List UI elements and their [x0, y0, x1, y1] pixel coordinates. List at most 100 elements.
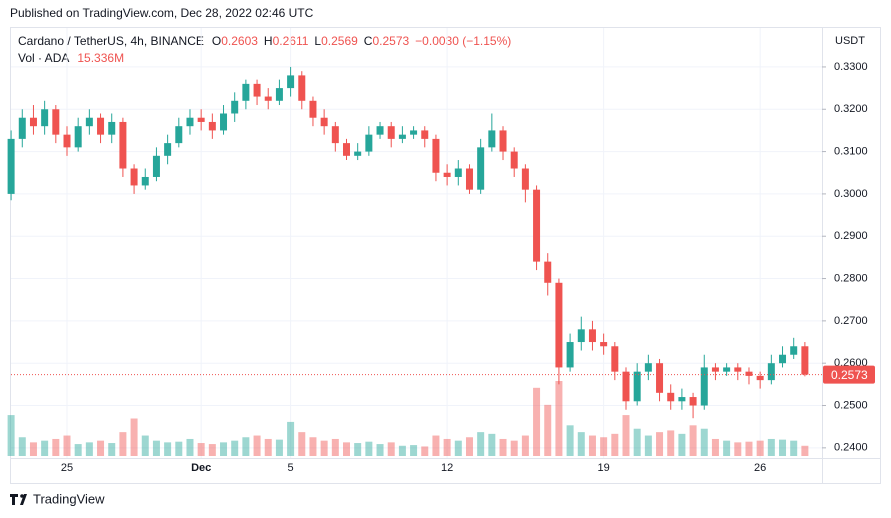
candle-body: [656, 363, 664, 393]
volume-bar: [41, 440, 49, 456]
volume-bar: [734, 442, 742, 456]
volume-bar: [231, 440, 239, 456]
candle-body: [622, 371, 630, 402]
candle-body: [152, 155, 160, 177]
y-tick-label: 0.2500: [834, 399, 868, 411]
volume-bar: [711, 438, 719, 456]
candle-body: [119, 121, 127, 169]
volume-bar: [298, 432, 306, 456]
candle-body: [566, 342, 574, 368]
volume-legend: Vol · ADA 15.336M: [18, 51, 124, 65]
x-tick-label: 12: [441, 462, 453, 474]
candle-body: [197, 117, 205, 122]
published-note: Published on TradingView.com, Dec 28, 20…: [10, 6, 314, 20]
candle-body: [443, 172, 451, 177]
candle-body: [678, 397, 686, 402]
candle-body: [41, 109, 49, 127]
candle-body: [801, 346, 809, 375]
volume-bar: [611, 433, 619, 456]
volume-bar: [633, 428, 641, 456]
volume-bar: [74, 444, 82, 456]
l-label: L: [314, 34, 321, 48]
candle-body: [611, 346, 619, 372]
volume-bar: [130, 418, 138, 456]
candle-body: [477, 147, 485, 190]
volume-bar: [29, 442, 37, 456]
volume-bar: [443, 438, 451, 456]
volume-bar: [555, 381, 563, 456]
candle-body: [287, 75, 295, 89]
candle-body: [756, 375, 764, 381]
volume-bar: [164, 442, 172, 456]
volume-bar: [745, 441, 753, 456]
candle-body: [85, 117, 93, 127]
y-axis-label: USDT: [835, 35, 865, 47]
legend-line: Cardano / TetherUS, 4h, BINANCE O0.2603 H 0…: [18, 34, 511, 48]
logo-icon: [10, 494, 27, 505]
volume-bar: [309, 437, 317, 456]
volume-bar: [700, 428, 708, 456]
x-tick-label: 5: [288, 462, 294, 474]
candle-body: [376, 126, 384, 135]
volume-bar: [656, 432, 664, 456]
candle-body: [499, 130, 507, 152]
volume-bar: [790, 440, 798, 456]
volume-bar: [108, 443, 116, 456]
candle-body: [242, 83, 250, 101]
candle-body: [354, 151, 362, 156]
candle-body: [52, 109, 60, 135]
volume-bar: [678, 433, 686, 456]
candle-body: [164, 143, 172, 156]
candle-body: [231, 100, 239, 114]
volume-bar: [667, 430, 675, 456]
volume-bar: [499, 438, 507, 456]
last-price-box: [823, 365, 875, 384]
volume-label: Vol · ADA: [18, 51, 69, 65]
volume-bar: [756, 440, 764, 456]
volume-bar: [600, 437, 608, 456]
candle-body: [298, 75, 306, 101]
y-tick-label: 0.2900: [834, 230, 868, 242]
candle-body: [275, 88, 283, 101]
candle-body: [7, 138, 15, 194]
candle-body: [220, 113, 228, 131]
candle-body: [29, 117, 37, 127]
candle-body: [689, 397, 697, 406]
instrument: Cardano / TetherUS, 4h, BINANCE: [18, 34, 204, 48]
candle-body: [421, 130, 429, 139]
candle-body: [779, 354, 787, 364]
y-tick-label: 0.2400: [834, 442, 868, 454]
x-tick-label: 26: [754, 462, 766, 474]
o-value: 0.2603: [221, 34, 258, 48]
candle-body: [343, 143, 350, 156]
candle-body: [387, 126, 395, 139]
candle-body: [74, 126, 82, 148]
tradingview-logo: TradingView: [10, 491, 105, 506]
y-tick-label: 0.2800: [834, 272, 868, 284]
candle-body: [365, 134, 373, 152]
candle-body: [108, 121, 116, 135]
volume-bar: [801, 445, 809, 456]
volume-bar: [566, 425, 574, 456]
last-price-label: 0.2573: [831, 368, 868, 382]
candle-body: [734, 367, 742, 372]
candle-body: [186, 117, 194, 127]
volume-bar: [343, 442, 350, 456]
candle-body: [521, 168, 529, 190]
volume-bar: [242, 437, 250, 456]
volume-bar: [141, 435, 149, 456]
volume-bar: [264, 438, 272, 456]
candle-body: [555, 282, 563, 368]
volume-bar: [644, 435, 652, 456]
candle-body: [700, 367, 708, 406]
volume-bar: [186, 438, 194, 456]
volume-bar: [331, 438, 339, 456]
volume-bar: [577, 432, 585, 456]
volume-bar: [432, 435, 440, 456]
brand: TradingView: [33, 491, 105, 506]
volume-bar: [533, 387, 541, 456]
y-tick-label: 0.3200: [834, 103, 868, 115]
change: −0.0030 (−1.15%): [415, 34, 511, 48]
candle-body: [18, 117, 26, 139]
